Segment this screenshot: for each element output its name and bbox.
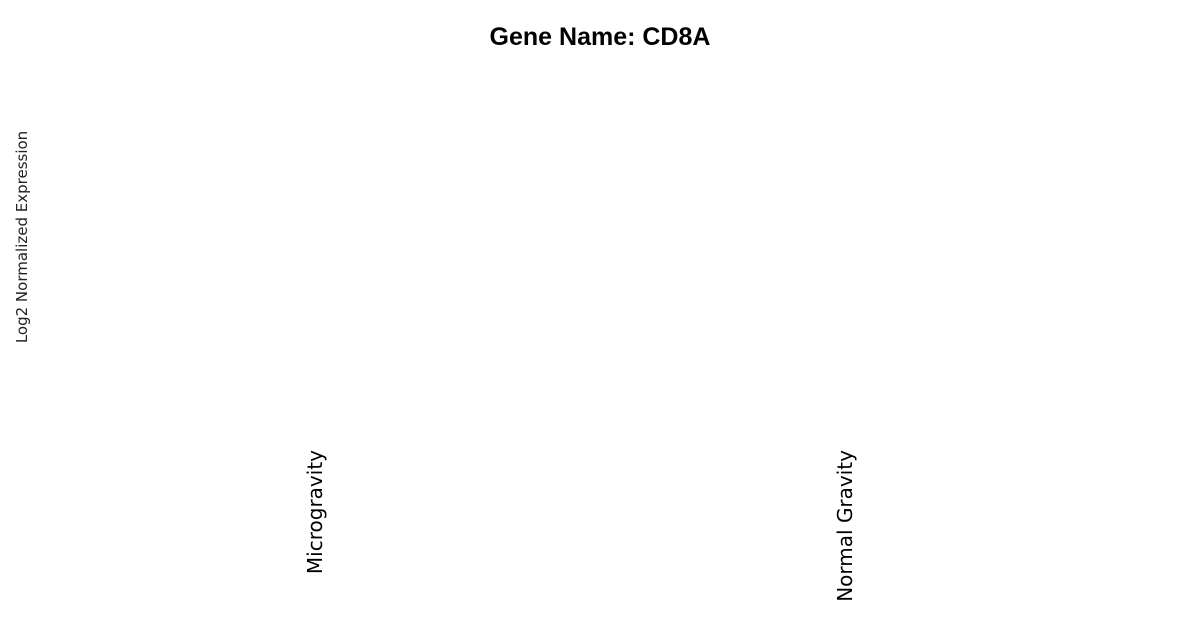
x-tick-label: Normal Gravity: [833, 450, 857, 602]
chart-title: Gene Name: CD8A: [490, 23, 711, 51]
x-axis-ticks: Microgravity Normal Gravity: [303, 450, 857, 602]
x-tick-label: Microgravity: [303, 450, 327, 574]
y-axis-label: Log2 Normalized Expression: [13, 131, 31, 343]
